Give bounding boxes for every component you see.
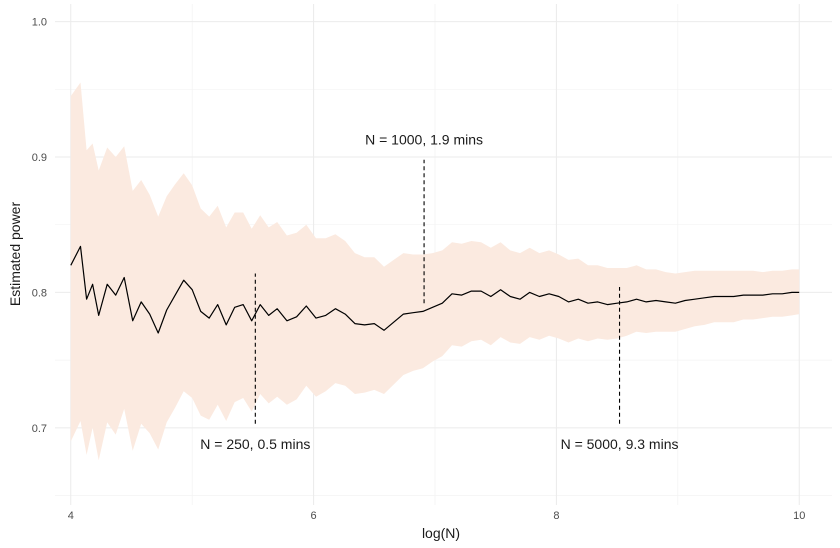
x-tick-label: 4 bbox=[68, 510, 74, 522]
y-tick-label: 0.8 bbox=[32, 287, 47, 299]
y-axis-title: Estimated power bbox=[7, 202, 23, 307]
y-tick-label: 0.9 bbox=[32, 152, 47, 164]
y-tick-label: 0.7 bbox=[32, 423, 47, 435]
annotation-label: N = 250, 0.5 mins bbox=[200, 436, 310, 452]
confidence-ribbon bbox=[70, 82, 800, 461]
estimated-power-line bbox=[70, 245, 800, 334]
annotation-label: N = 5000, 9.3 mins bbox=[561, 436, 679, 452]
x-tick-label: 10 bbox=[793, 510, 805, 522]
x-axis-title: log(N) bbox=[422, 525, 460, 541]
y-axis-ticks: 0.7 0.8 0.9 1.0 bbox=[32, 17, 47, 435]
annotation-guides bbox=[254, 159, 621, 424]
annotation-label: N = 1000, 1.9 mins bbox=[365, 131, 483, 147]
x-tick-label: 8 bbox=[553, 510, 559, 522]
annotation-labels: N = 250, 0.5 mins N = 1000, 1.9 mins N = 5… bbox=[200, 131, 678, 452]
y-tick-label: 1.0 bbox=[32, 17, 47, 29]
x-tick-label: 6 bbox=[311, 510, 317, 522]
x-axis-ticks: 4 6 8 10 bbox=[68, 510, 806, 522]
